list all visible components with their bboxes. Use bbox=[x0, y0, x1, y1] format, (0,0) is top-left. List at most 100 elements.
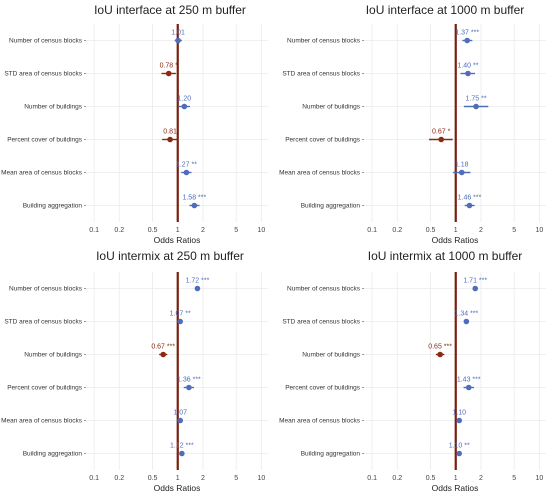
odds-ratio-label: 1.12 *** bbox=[170, 443, 194, 450]
y-axis-label: Building aggregation bbox=[301, 203, 361, 210]
x-tick-label: 0.1 bbox=[367, 227, 377, 234]
odds-ratio-point bbox=[437, 351, 443, 358]
x-tick-label: 1 bbox=[454, 475, 458, 482]
x-tick-label: 0.5 bbox=[426, 227, 436, 234]
x-tick-label: 0.2 bbox=[392, 227, 402, 234]
odds-ratio-label: 1.34 *** bbox=[454, 311, 478, 318]
odds-ratio-point bbox=[165, 70, 172, 77]
forest-panel-1: IoU interface at 250 m buffer 0.1 0.2 0.5 1 2… bbox=[1, 3, 268, 245]
x-tick-label: 10 bbox=[257, 475, 265, 482]
y-axis-label: Building aggregation bbox=[301, 451, 361, 458]
x-tick-label: 10 bbox=[535, 475, 543, 482]
odds-ratio-point bbox=[194, 285, 201, 292]
y-axis-label: Building aggregation bbox=[23, 451, 83, 458]
odds-ratio-point bbox=[463, 318, 470, 325]
panel-title: IoU intermix at 1000 m buffer bbox=[368, 249, 523, 263]
panel-title: IoU interface at 1000 m buffer bbox=[366, 3, 525, 17]
odds-ratio-label: 1.37 *** bbox=[455, 30, 479, 37]
odds-ratio-point bbox=[456, 417, 463, 424]
x-tick-label: 10 bbox=[257, 227, 265, 234]
odds-ratio-point bbox=[472, 285, 479, 292]
odds-ratio-label: 1.75 ** bbox=[466, 96, 487, 103]
odds-ratio-label: 0.78 * bbox=[160, 63, 179, 70]
odds-ratio-label: 1.07 ** bbox=[170, 311, 191, 318]
y-axis-label: Number of buildings bbox=[302, 352, 361, 359]
odds-ratio-label: 0.67 * bbox=[432, 129, 451, 136]
x-tick-label: 0.1 bbox=[89, 227, 99, 234]
x-tick-label: 0.5 bbox=[148, 227, 158, 234]
x-tick-label: 0.2 bbox=[392, 475, 402, 482]
y-axis-label: Percent cover of buildings bbox=[285, 137, 361, 144]
x-tick-label: 2 bbox=[479, 475, 483, 482]
forest-panel-2: IoU interface at 1000 m buffer 0.1 0.2 0.5 1… bbox=[279, 3, 546, 245]
x-tick-label: 5 bbox=[234, 475, 238, 482]
x-tick-label: 2 bbox=[201, 475, 205, 482]
odds-ratio-label: 1.36 *** bbox=[177, 377, 201, 384]
y-axis-label: Number of census blocks bbox=[9, 38, 83, 45]
odds-ratio-label: 0.65 *** bbox=[428, 344, 452, 351]
odds-ratio-point bbox=[177, 318, 183, 325]
x-tick-label: 0.2 bbox=[114, 475, 124, 482]
odds-ratio-point bbox=[167, 136, 173, 143]
odds-ratio-label: 1.07 bbox=[173, 410, 187, 417]
odds-ratio-point bbox=[473, 103, 479, 110]
odds-ratio-point bbox=[464, 37, 470, 44]
panel-title: IoU intermix at 250 m buffer bbox=[96, 249, 244, 263]
odds-ratio-label: 1.43 *** bbox=[457, 377, 481, 384]
odds-ratio-label: 0.67 *** bbox=[151, 344, 175, 351]
y-axis-label: STD area of census blocks bbox=[282, 319, 360, 326]
odds-ratio-label: 1.20 bbox=[178, 96, 192, 103]
x-tick-label: 1 bbox=[176, 475, 180, 482]
y-axis-label: STD area of census blocks bbox=[282, 71, 360, 78]
odds-ratio-point bbox=[183, 169, 190, 176]
x-tick-label: 0.2 bbox=[114, 227, 124, 234]
forest-panel-3: IoU intermix at 250 m buffer 0.1 0.2 0.5 1 2 5… bbox=[1, 249, 268, 493]
x-tick-label: 2 bbox=[201, 227, 205, 234]
x-axis-title: Odds Ratios bbox=[154, 483, 201, 492]
odds-ratio-point bbox=[181, 103, 188, 110]
odds-ratio-label: 1.58 *** bbox=[182, 195, 206, 202]
odds-ratio-point bbox=[465, 384, 472, 391]
panel-title: IoU interface at 250 m buffer bbox=[94, 3, 246, 17]
odds-ratio-point bbox=[458, 169, 465, 176]
odds-ratio-point bbox=[175, 37, 181, 44]
x-tick-label: 5 bbox=[512, 227, 516, 234]
odds-ratio-point bbox=[466, 202, 473, 209]
y-axis-label: Percent cover of buildings bbox=[285, 385, 361, 392]
odds-ratio-point bbox=[179, 450, 185, 457]
y-axis-label: STD area of census blocks bbox=[4, 71, 82, 78]
x-axis-title: Odds Ratios bbox=[154, 235, 201, 245]
odds-ratio-label: 1.10 ** bbox=[449, 443, 470, 450]
odds-ratio-point bbox=[177, 417, 183, 424]
x-tick-label: 0.5 bbox=[148, 475, 158, 482]
x-tick-label: 1 bbox=[176, 227, 180, 234]
odds-ratio-label: 0.81 bbox=[163, 129, 177, 136]
y-axis-label: Percent cover of buildings bbox=[7, 385, 83, 392]
x-tick-label: 2 bbox=[479, 227, 483, 234]
forest-panel-4: IoU intermix at 1000 m buffer 0.1 0.2 0.5 1 2… bbox=[279, 249, 546, 493]
odds-ratio-label: 1.46 *** bbox=[458, 195, 482, 202]
x-tick-label: 10 bbox=[535, 227, 543, 234]
x-axis-title: Odds Ratios bbox=[432, 235, 479, 245]
y-axis-label: Number of buildings bbox=[302, 104, 361, 111]
y-axis-label: Number of census blocks bbox=[287, 38, 361, 45]
y-axis-label: Number of buildings bbox=[24, 104, 83, 111]
y-axis-label: Mean area of census blocks bbox=[279, 170, 361, 177]
odds-ratio-label: 1.71 *** bbox=[463, 278, 487, 285]
x-tick-label: 5 bbox=[234, 227, 238, 234]
x-tick-label: 0.5 bbox=[426, 475, 436, 482]
x-tick-label: 0.1 bbox=[89, 475, 99, 482]
odds-ratio-point bbox=[465, 70, 471, 77]
y-axis-label: STD area of census blocks bbox=[4, 319, 82, 326]
odds-ratio-label: 1.18 bbox=[455, 162, 469, 169]
y-axis-label: Mean area of census blocks bbox=[1, 418, 83, 425]
y-axis-label: Number of buildings bbox=[24, 352, 83, 359]
x-tick-label: 1 bbox=[454, 227, 458, 234]
odds-ratio-point bbox=[186, 384, 192, 391]
odds-ratio-point bbox=[456, 450, 463, 457]
x-axis-title: Odds Ratios bbox=[432, 483, 479, 492]
odds-ratio-label: 1.01 bbox=[171, 30, 185, 37]
odds-ratio-label: 1.40 ** bbox=[457, 63, 478, 70]
